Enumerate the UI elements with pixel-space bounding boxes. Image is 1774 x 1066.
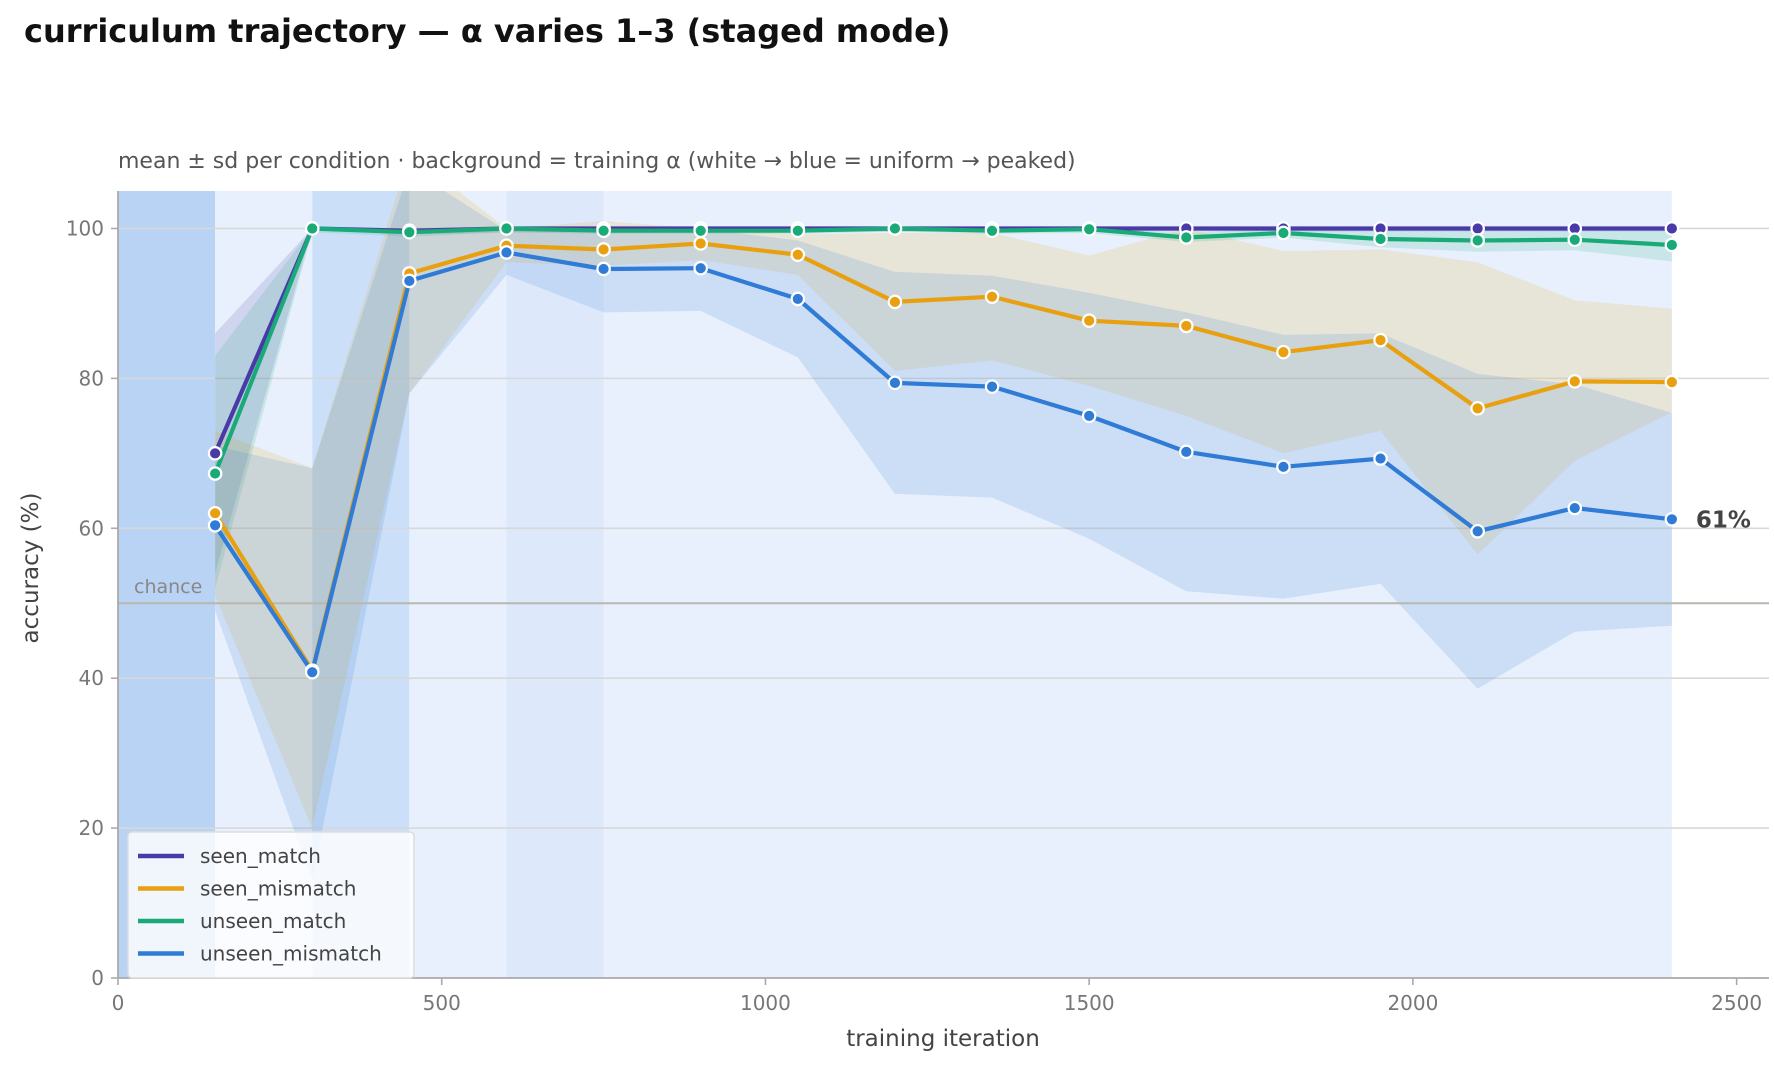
y-tick-label-80: 80: [79, 366, 104, 390]
point-unseen_match-1800: [1276, 225, 1291, 241]
chart-subtitle: mean ± sd per condition · background = t…: [118, 149, 1076, 174]
point-unseen_match-2250: [1567, 232, 1583, 248]
x-tick-label-1500: 1500: [1064, 991, 1115, 1015]
point-unseen_match-600: [499, 221, 514, 236]
series-line-seen_mismatch: [213, 241, 1674, 673]
point-unseen_mismatch-1350: [984, 379, 1000, 394]
point-seen_mismatch-1650: [1178, 318, 1194, 334]
series-lines: [213, 226, 1674, 675]
legend-label-unseen_match: unseen_match: [200, 909, 346, 933]
point-unseen_mismatch-1500: [1081, 408, 1097, 424]
chart-title: curriculum trajectory — α varies 1–3 (st…: [24, 12, 951, 50]
point-seen_mismatch-2100: [1470, 401, 1485, 416]
point-unseen_mismatch-2250: [1567, 500, 1583, 516]
point-unseen_mismatch-450: [402, 273, 417, 289]
point-unseen_match-900: [693, 223, 709, 239]
legend-label-seen_match: seen_match: [200, 844, 321, 868]
point-unseen_mismatch-600: [499, 245, 514, 260]
legend: seen_match seen_mismatch unseen_matchunsee…: [127, 831, 415, 979]
y-tick-label-0: 0: [91, 966, 104, 990]
point-unseen_match-450: [402, 224, 417, 240]
y-tick-label-20: 20: [79, 816, 104, 840]
point-seen_match-2400: [1664, 221, 1680, 236]
chance-label: chance: [134, 576, 202, 598]
point-unseen_mismatch-300: [304, 664, 320, 680]
series-line-unseen_match: [213, 226, 1674, 476]
sd-band-unseen_mismatch: [215, 191, 1672, 881]
point-unseen_match-1200: [887, 221, 903, 236]
point-seen_mismatch-1200: [887, 294, 903, 310]
point-unseen_mismatch-1200: [887, 375, 903, 391]
point-unseen_mismatch-750: [596, 261, 611, 277]
point-unseen_match-1350: [984, 223, 1000, 239]
point-unseen_match-750: [596, 223, 611, 239]
point-unseen_match-1950: [1373, 231, 1388, 247]
x-axis-label: training iteration: [846, 1026, 1040, 1052]
point-seen_mismatch-2250: [1567, 374, 1583, 389]
chance-reference: chance: [118, 576, 1769, 605]
end-value-label: 61%: [1696, 507, 1751, 533]
point-seen_mismatch-2400: [1664, 374, 1680, 390]
point-seen_mismatch-1050: [790, 247, 806, 263]
x-tick-label-2500: 2500: [1711, 991, 1762, 1015]
point-seen_mismatch-1350: [984, 289, 1000, 304]
point-unseen_match-150: [207, 466, 223, 481]
point-unseen_match-300: [304, 221, 320, 236]
y-tick-label-60: 60: [79, 516, 104, 540]
point-unseen_mismatch-1950: [1373, 451, 1388, 466]
series-line-unseen_mismatch: [213, 250, 1674, 675]
point-unseen_match-1050: [790, 223, 806, 239]
x-tick-label-500: 500: [423, 991, 461, 1015]
series-points: [207, 221, 1680, 680]
annotations: 61%: [1696, 507, 1751, 533]
point-unseen_match-1500: [1081, 221, 1097, 237]
x-tick-label-2000: 2000: [1387, 991, 1438, 1015]
point-unseen_mismatch-150: [207, 517, 223, 533]
point-seen_mismatch-150: [207, 505, 223, 521]
y-axis-label: accuracy (%): [18, 493, 44, 644]
legend-label-unseen_mismatch: unseen_mismatch: [200, 942, 382, 966]
point-seen_mismatch-1500: [1081, 313, 1097, 328]
point-unseen_match-2100: [1470, 233, 1485, 248]
point-unseen_mismatch-2100: [1470, 523, 1485, 539]
point-unseen_mismatch-1650: [1178, 444, 1194, 460]
point-seen_mismatch-900: [693, 236, 709, 251]
point-unseen_mismatch-900: [693, 260, 709, 276]
point-unseen_match-1650: [1178, 230, 1194, 245]
y-tick-label-100: 100: [66, 216, 104, 240]
x-tick-label-1000: 1000: [740, 991, 791, 1015]
point-seen_match-150: [207, 446, 223, 461]
point-seen_mismatch-750: [596, 242, 611, 257]
alpha-stage-3: [409, 191, 507, 978]
point-unseen_mismatch-1050: [790, 291, 806, 307]
y-tick-label-40: 40: [79, 666, 104, 690]
point-seen_match-2100: [1470, 221, 1485, 236]
point-unseen_match-2400: [1664, 237, 1680, 253]
point-unseen_mismatch-2400: [1664, 511, 1680, 527]
point-unseen_mismatch-1800: [1276, 459, 1291, 475]
point-seen_mismatch-1800: [1276, 344, 1291, 360]
point-seen_mismatch-1950: [1373, 332, 1388, 348]
x-tick-label-0: 0: [112, 991, 125, 1015]
alpha-stage-4: [506, 191, 604, 978]
legend-label-seen_mismatch: seen_mismatch: [200, 877, 356, 901]
alpha-background: [118, 191, 1672, 978]
legend-box: [127, 831, 415, 979]
